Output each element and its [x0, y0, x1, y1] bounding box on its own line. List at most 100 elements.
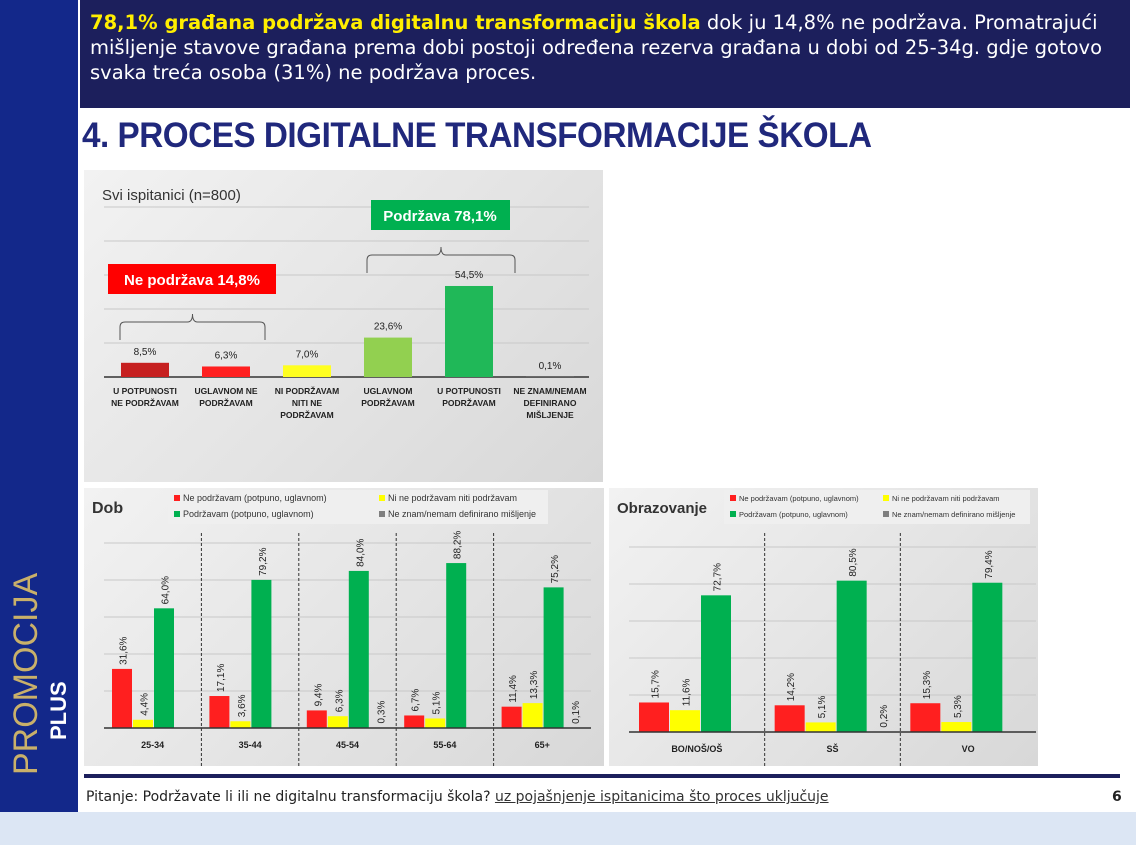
- bar: [522, 703, 543, 728]
- data-label: 15,7%: [651, 670, 662, 698]
- annotation-not-support: Ne podržava 14,8%: [124, 272, 260, 289]
- legend-swatch: [174, 511, 180, 517]
- data-label: 4,4%: [140, 693, 151, 716]
- bar: [670, 710, 700, 732]
- category-label: DEFINIRANO: [524, 398, 577, 408]
- category-label: NITI NE: [292, 398, 323, 408]
- data-label: 0,1%: [539, 361, 562, 372]
- summary-banner: 78,1% građana podržava digitalnu transfo…: [80, 0, 1130, 108]
- bar: [639, 702, 669, 732]
- bar: [425, 718, 446, 728]
- data-label: 84,0%: [355, 538, 366, 566]
- page-number: 6: [1112, 789, 1122, 805]
- legend-label: Ni ne podržavam niti podržavam: [388, 493, 517, 503]
- category-label: NE ZNAM/NEMAM: [513, 386, 586, 396]
- data-label: 54,5%: [455, 270, 483, 281]
- legend-label: Ne znam/nemam definirano mišljenje: [892, 510, 1015, 519]
- data-label: 80,5%: [848, 548, 859, 576]
- annotation-box: [108, 264, 276, 294]
- data-label: 0,1%: [571, 701, 582, 724]
- data-label: 9,4%: [313, 684, 324, 707]
- chart-title: Dob: [92, 500, 123, 517]
- bar: [283, 365, 331, 377]
- legend-label: Podržavam (potpuno, uglavnom): [739, 510, 848, 519]
- data-label: 11,4%: [508, 675, 519, 703]
- bar: [543, 587, 564, 728]
- bar: [941, 722, 972, 732]
- data-label: 5,1%: [432, 692, 443, 715]
- bar: [501, 706, 522, 728]
- data-label: 15,3%: [922, 671, 933, 699]
- legend-swatch: [379, 495, 385, 501]
- data-label: 23,6%: [374, 322, 402, 333]
- legend-label: Ne znam/nemam definirano mišljenje: [388, 509, 536, 519]
- bottom-band: [0, 812, 1136, 845]
- bar: [251, 579, 272, 728]
- data-label: 14,2%: [786, 673, 797, 701]
- bracket-not-support: [119, 313, 266, 340]
- chart-age: Dob Ne podržavam (potpuno, uglavnom) Ni ne…: [84, 488, 604, 766]
- bar: [202, 366, 250, 377]
- chart-education: Obrazovanje Ne podržavam (potpuno, uglavn…: [609, 488, 1038, 766]
- category-label: PODRŽAVAM: [361, 397, 415, 408]
- legend-swatch: [379, 511, 385, 517]
- data-label: 31,6%: [119, 636, 130, 664]
- data-label: 5,1%: [817, 696, 828, 719]
- bar: [404, 715, 425, 728]
- summary-highlight: 78,1% građana podržava digitalnu transfo…: [90, 11, 701, 34]
- category-label: 65+: [535, 740, 550, 750]
- category-label: 55-64: [433, 740, 456, 750]
- bar: [910, 703, 941, 732]
- bar: [805, 722, 836, 732]
- legend-label: Ni ne podržavam niti podržavam: [892, 494, 1000, 503]
- category-label: BO/NOŠ/OŠ: [671, 743, 722, 754]
- category-label: VO: [962, 744, 975, 754]
- category-label: UGLAVNOM NE: [194, 386, 257, 396]
- data-label: 75,2%: [550, 555, 561, 583]
- legend-swatch: [730, 495, 736, 501]
- explanation-link[interactable]: uz pojašnjenje ispitanicima što proces u…: [494, 789, 829, 805]
- bar: [121, 362, 169, 377]
- chart-title: Obrazovanje: [617, 500, 707, 517]
- data-label: 6,7%: [411, 689, 422, 712]
- data-label: 6,3%: [215, 350, 238, 361]
- svg-text:PROMOCIJA: PROMOCIJA: [7, 573, 45, 775]
- category-label: PODRŽAVAM: [280, 409, 334, 420]
- page-title: 4. PROCES DIGITALNE TRANSFORMACIJE ŠKOLA: [82, 116, 872, 155]
- bar: [364, 337, 412, 377]
- svg-text:PLUS: PLUS: [46, 681, 71, 740]
- brand-strip: PROMOCIJA PLUS: [0, 0, 78, 812]
- data-label: 72,7%: [713, 563, 724, 591]
- footer-divider: [84, 774, 1120, 778]
- question-text: Pitanje: Podržavate li ili ne digitalnu …: [86, 789, 495, 805]
- data-label: 0,2%: [879, 705, 890, 728]
- chart-all-respondents: Svi ispitanici (n=800) 8,5% U POTPUNOSTI NE…: [84, 170, 603, 482]
- data-label: 8,5%: [134, 347, 157, 358]
- data-label: 13,3%: [529, 671, 540, 699]
- bar: [836, 580, 867, 732]
- legend-label: Podržavam (potpuno, uglavnom): [183, 509, 314, 519]
- category-label: UGLAVNOM: [364, 386, 413, 396]
- bar: [154, 608, 174, 728]
- legend-label: Ne podržavam (potpuno, uglavnom): [739, 494, 859, 503]
- data-label: 79,2%: [258, 547, 269, 575]
- legend-label: Ne podržavam (potpuno, uglavnom): [183, 493, 327, 503]
- bar: [348, 570, 369, 728]
- category-label: 45-54: [336, 740, 359, 750]
- chart-title: Svi ispitanici (n=800): [102, 187, 241, 204]
- legend-swatch: [174, 495, 180, 501]
- bar: [972, 582, 1003, 732]
- category-label: NI PODRŽAVAM: [275, 385, 339, 396]
- bar: [306, 710, 327, 728]
- bar: [774, 705, 805, 732]
- annotation-box: [371, 200, 510, 230]
- data-label: 6,3%: [334, 689, 345, 712]
- annotation-support: Podržava 78,1%: [383, 208, 496, 225]
- category-label: 35-44: [239, 740, 262, 750]
- bar: [701, 595, 731, 732]
- legend-box: [168, 490, 548, 524]
- category-label: PODRŽAVAM: [199, 397, 253, 408]
- bar: [133, 719, 153, 728]
- bar: [327, 716, 348, 728]
- data-label: 79,4%: [984, 550, 995, 578]
